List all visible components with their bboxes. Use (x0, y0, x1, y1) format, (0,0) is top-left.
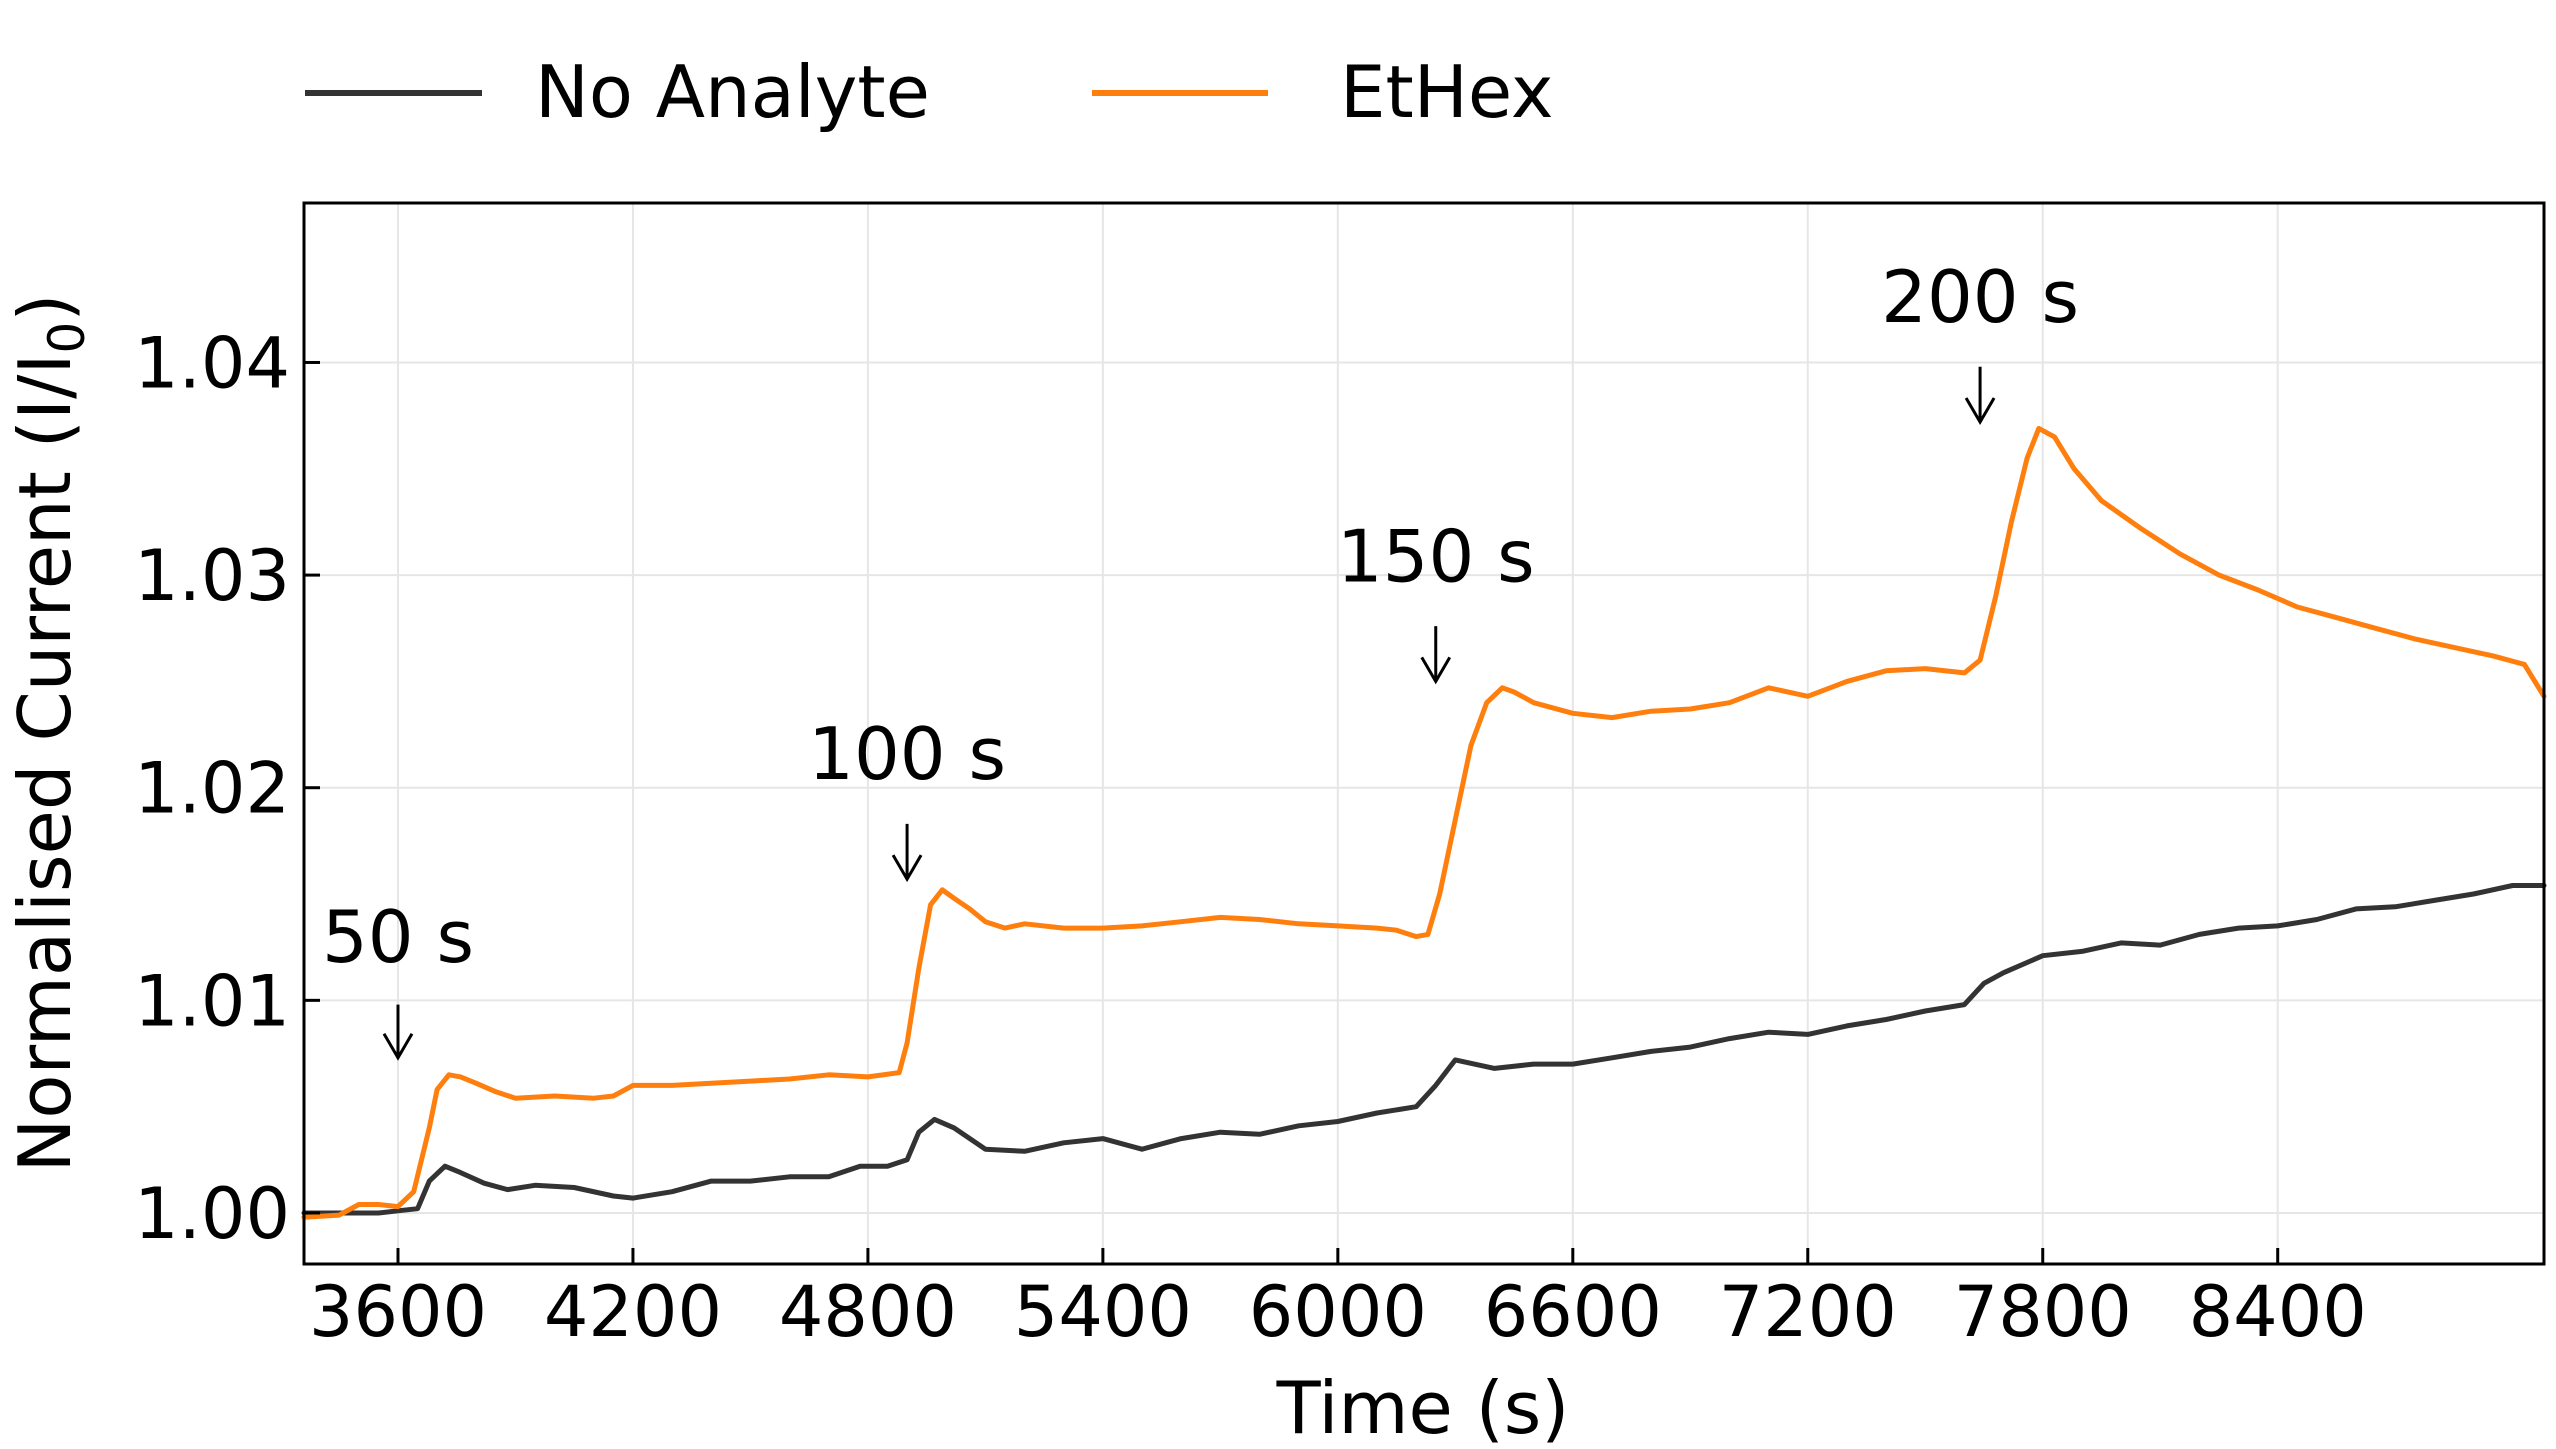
annotation-arrow-head (382, 1032, 414, 1061)
x-axis-title: Time (s) (1276, 1366, 1570, 1449)
series (301, 425, 2547, 1220)
y-tick-label: 1.01 (134, 960, 290, 1042)
annotation-arrow-head (1420, 656, 1452, 685)
plot-frame (302, 201, 2546, 1266)
y-tick-label: 1.03 (134, 535, 290, 617)
x-tick-label: 8400 (2189, 1271, 2367, 1353)
ticks: 3600 4200 4800 5400 6000 6600 7200 7800 8400 1.00… (134, 322, 2367, 1353)
y-axis-title: Normalised Current (I/I0) (3, 294, 96, 1173)
legend-label-no-analyte: No Analyte (535, 50, 930, 134)
legend: No Analyte EtHex (305, 50, 1554, 134)
y-axis-title-main: Normalised Current (I/I (3, 353, 87, 1172)
y-tick-label: 1.00 (134, 1173, 290, 1255)
x-tick-label: 3600 (309, 1271, 487, 1353)
y-tick-label: 1.02 (134, 748, 290, 830)
annotation-label: 50 s (322, 895, 474, 979)
y-axis-title-close: ) (3, 294, 87, 322)
grid (304, 203, 2544, 1264)
annotations: 50 s 100 s 150 s 200 s (322, 255, 2079, 1061)
x-tick-label: 6600 (1484, 1271, 1662, 1353)
x-tick-label: 6000 (1249, 1271, 1427, 1353)
x-tick-label: 5400 (1014, 1271, 1192, 1353)
series-line-no-analyte (301, 883, 2547, 1216)
x-tick-label: 4800 (779, 1271, 957, 1353)
legend-label-ethex: EtHex (1340, 50, 1554, 134)
y-axis-title-subscript: 0 (38, 322, 96, 354)
annotation-arrow-head (891, 854, 923, 883)
annotation-label: 100 s (808, 712, 1006, 796)
annotation-label: 200 s (1881, 255, 2079, 339)
x-tick-label: 7800 (1954, 1271, 2132, 1353)
series-line-ethex (301, 425, 2547, 1220)
y-tick-label: 1.04 (134, 322, 290, 404)
annotation-arrow-head (1964, 397, 1996, 425)
x-tick-label: 4200 (544, 1271, 722, 1353)
annotation-label: 150 s (1337, 514, 1535, 598)
x-tick-label: 7200 (1719, 1271, 1897, 1353)
